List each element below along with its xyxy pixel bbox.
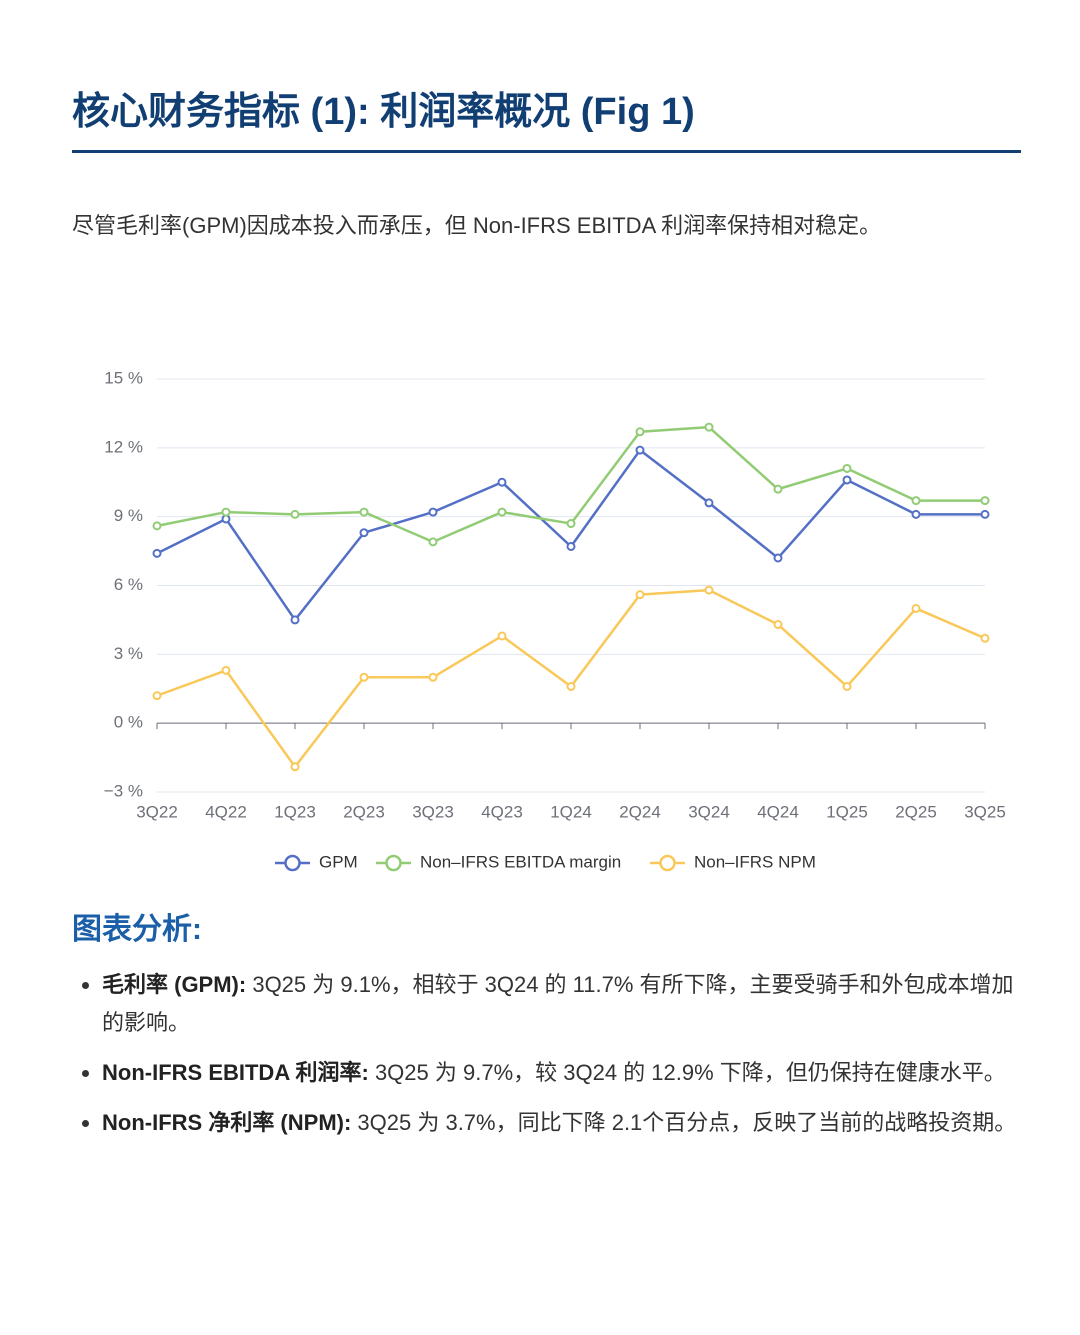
analysis-item: Non-IFRS EBITDA 利润率: 3Q25 为 9.7%，较 3Q24 … bbox=[102, 1054, 1022, 1092]
x-tick-label: 3Q22 bbox=[136, 802, 178, 821]
analysis-list: 毛利率 (GPM): 3Q25 为 9.1%，相较于 3Q24 的 11.7% … bbox=[72, 966, 1022, 1154]
x-tick-label: 2Q24 bbox=[619, 802, 661, 821]
x-tick-label: 1Q25 bbox=[826, 802, 868, 821]
legend-marker bbox=[284, 854, 301, 872]
data-point bbox=[428, 672, 438, 682]
x-tick-label: 1Q24 bbox=[550, 802, 592, 821]
data-point bbox=[842, 475, 852, 485]
data-point bbox=[497, 507, 507, 517]
y-tick-label: 9 % bbox=[114, 506, 143, 525]
data-point bbox=[428, 537, 438, 547]
x-tick-label: 2Q23 bbox=[343, 802, 385, 821]
data-point bbox=[359, 528, 369, 538]
data-point bbox=[359, 507, 369, 517]
data-point bbox=[911, 509, 921, 519]
data-point bbox=[773, 484, 783, 494]
y-tick-label: 3 % bbox=[114, 644, 143, 663]
x-tick-label: 3Q23 bbox=[412, 802, 454, 821]
legend-label: GPM bbox=[319, 852, 358, 871]
item-text: 3Q25 为 9.1%，相较于 3Q24 的 11.7% 有所下降，主要受骑手和… bbox=[102, 972, 1014, 1035]
analysis-item: Non-IFRS 净利率 (NPM): 3Q25 为 3.7%，同比下降 2.1… bbox=[102, 1104, 1022, 1142]
y-tick-label: 0 % bbox=[114, 713, 143, 732]
data-point bbox=[566, 681, 576, 691]
data-point bbox=[773, 553, 783, 563]
data-point bbox=[428, 507, 438, 517]
data-point bbox=[980, 633, 990, 643]
data-point bbox=[635, 445, 645, 455]
x-tick-label: 3Q25 bbox=[964, 802, 1006, 821]
analysis-heading: 图表分析: bbox=[72, 913, 202, 946]
x-tick-label: 2Q25 bbox=[895, 802, 937, 821]
legend-label: Non–IFRS EBITDA margin bbox=[420, 852, 621, 871]
y-tick-label: 12 % bbox=[104, 437, 143, 456]
data-point bbox=[704, 422, 714, 432]
y-tick-label: 6 % bbox=[114, 575, 143, 594]
data-point bbox=[497, 477, 507, 487]
data-point bbox=[221, 665, 231, 675]
data-point bbox=[152, 521, 162, 531]
item-label: Non-IFRS 净利率 (NPM): bbox=[102, 1110, 352, 1135]
x-tick-label: 4Q23 bbox=[481, 802, 523, 821]
data-point bbox=[704, 498, 714, 508]
data-point bbox=[290, 615, 300, 625]
y-tick-label: −3 % bbox=[104, 781, 143, 800]
legend-marker bbox=[385, 854, 402, 872]
data-point bbox=[152, 691, 162, 701]
data-point bbox=[221, 507, 231, 517]
data-point bbox=[566, 519, 576, 529]
data-point bbox=[704, 585, 714, 595]
item-label: 毛利率 (GPM): bbox=[102, 972, 247, 997]
chart: −3 % 0 % 3 % 6 % 9 % 12 % 15 % 3Q22 4Q22 1Q23 2Q23… bbox=[104, 368, 1006, 872]
data-point bbox=[566, 541, 576, 551]
data-point bbox=[497, 631, 507, 641]
intro: 尽管毛利率(GPM)因成本投入而承压，但 Non-IFRS EBITDA 利润率… bbox=[72, 213, 882, 238]
x-tick-label: 3Q24 bbox=[688, 802, 730, 821]
data-point bbox=[635, 590, 645, 600]
title-rule bbox=[72, 150, 1021, 153]
x-tick-label: 4Q24 bbox=[757, 802, 799, 821]
series-line bbox=[156, 588, 986, 769]
page-title: 核心财务指标 (1): 利润率概况 (Fig 1) bbox=[72, 91, 695, 133]
data-point bbox=[152, 548, 162, 558]
legend-marker bbox=[659, 854, 676, 872]
item-text: 3Q25 为 9.7%，较 3Q24 的 12.9% 下降，但仍保持在健康水平。 bbox=[368, 1060, 1006, 1085]
y-tick-label: 15 % bbox=[104, 368, 143, 387]
data-point bbox=[911, 496, 921, 506]
data-point bbox=[911, 603, 921, 613]
item-label: Non-IFRS EBITDA 利润率: bbox=[102, 1060, 369, 1085]
legend-label: Non–IFRS NPM bbox=[694, 852, 816, 871]
data-point bbox=[980, 509, 990, 519]
data-point bbox=[842, 463, 852, 473]
x-tick-label: 4Q22 bbox=[205, 802, 247, 821]
data-point bbox=[290, 762, 300, 772]
x-tick-label: 1Q23 bbox=[274, 802, 316, 821]
data-point bbox=[842, 681, 852, 691]
item-text: 3Q25 为 3.7%，同比下降 2.1个百分点，反映了当前的战略投资期。 bbox=[351, 1110, 1017, 1135]
data-point bbox=[290, 509, 300, 519]
data-point bbox=[359, 672, 369, 682]
data-point bbox=[773, 620, 783, 630]
data-point bbox=[980, 496, 990, 506]
data-point bbox=[635, 427, 645, 437]
analysis-item: 毛利率 (GPM): 3Q25 为 9.1%，相较于 3Q24 的 11.7% … bbox=[102, 966, 1022, 1042]
